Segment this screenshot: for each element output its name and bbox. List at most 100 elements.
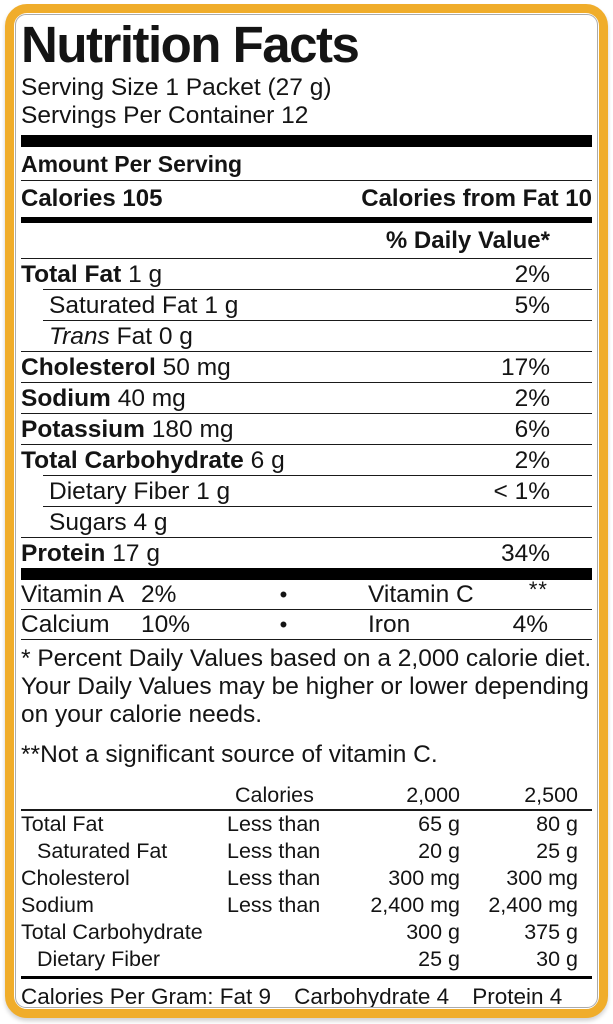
reference-table-row: Sodium Less than 2,400 mg 2,400 mg	[21, 892, 592, 919]
nutrient-row: Protein 17 g 34%	[21, 537, 592, 568]
nutrient-name: Saturated Fat	[49, 292, 198, 319]
ref-value-2000: 300 g	[406, 920, 460, 944]
nutrient-daily-value: 17%	[500, 354, 550, 381]
vitamin-left-value: 10%	[141, 611, 191, 638]
vitamin-row: Vitamin A 2% • Vitamin C **	[21, 577, 594, 609]
ref-nutrient: Dietary Fiber	[37, 947, 161, 971]
ref-nutrient: Saturated Fat	[37, 839, 168, 863]
reference-table-row: Cholesterol Less than 300 mg 300 mg	[21, 865, 592, 892]
ref-value-2000: 300 mg	[388, 866, 460, 890]
nutrient-name: Protein	[21, 540, 106, 567]
nutrient-amount: 180 mg	[151, 416, 234, 443]
nutrient-row: Trans Fat 0 g	[43, 320, 592, 351]
calories-row: Calories 105 Calories from Fat 10	[21, 181, 592, 217]
nutrient-amount: 1 g	[128, 261, 163, 288]
ref-nutrient: Total Carbohydrate	[21, 920, 203, 944]
ref-nutrient: Sodium	[21, 893, 94, 917]
nutrient-row: Potassium 180 mg 6%	[21, 413, 592, 444]
vitamin-row: Calcium 10% • Iron 4%	[21, 609, 592, 639]
ref-value-2500: 25 g	[536, 839, 578, 863]
reference-table-row: Calories 2,000 2,500	[21, 781, 592, 811]
vitamin-right-name: Iron	[368, 611, 411, 638]
nutrition-facts-label: Nutrition Facts Serving Size 1 Packet (2…	[5, 4, 608, 1018]
vitamin-right-name: Vitamin C	[368, 581, 474, 608]
calories-from-fat-label: Calories from Fat	[361, 185, 559, 212]
label-content: Nutrition Facts Serving Size 1 Packet (2…	[15, 14, 598, 1008]
reference-table: Calories 2,000 2,500 Total Fat Less than…	[21, 781, 592, 973]
nutrient-name: Cholesterol	[21, 354, 156, 381]
ref-nutrient: Total Fat	[21, 812, 104, 836]
nutrient-daily-value: 2%	[514, 261, 550, 288]
nutrient-row: Saturated Fat 1 g 5%	[43, 289, 592, 320]
calories-from-fat: Calories from Fat 10	[361, 185, 592, 212]
ref-value-2000: 65 g	[418, 812, 460, 836]
calories-label: Calories	[21, 185, 116, 212]
nutrient-name: Sugars	[49, 509, 127, 536]
nutrient-daily-value: 6%	[514, 416, 550, 443]
vitamin-left-value: 2%	[141, 581, 177, 608]
nutrient-daily-value: 2%	[514, 447, 550, 474]
ref-value-2000: 20 g	[418, 839, 460, 863]
servings-per-container-text: Servings Per Container 12	[21, 102, 309, 129]
reference-table-body: Total Fat Less than 65 g 80 g Saturated …	[21, 811, 592, 973]
nutrient-daily-value: 34%	[500, 540, 550, 567]
daily-value-header: % Daily Value*	[21, 223, 592, 259]
reference-table-row: Saturated Fat Less than 20 g 25 g	[21, 838, 592, 865]
nutrient-amount: 17 g	[112, 540, 160, 567]
ref-nutrient: Cholesterol	[21, 866, 130, 890]
calories-per-gram-segment: Calories Per Gram: Fat 9	[21, 984, 272, 1008]
serving-size-text: Serving Size 1 Packet (27 g)	[21, 74, 332, 101]
nutrient-name: Total Carbohydrate	[21, 447, 244, 474]
calories-value: 105	[122, 185, 163, 212]
vitamin-right-value: **	[474, 577, 594, 608]
calories-per-gram-segment: Protein 4	[472, 984, 563, 1008]
ref-value-2500: 80 g	[536, 812, 578, 836]
nutrient-name: Potassium	[21, 416, 145, 443]
nutrient-amount: 50 mg	[162, 354, 231, 381]
ref-value-2500: 300 mg	[506, 866, 578, 890]
calories-per-gram-line: Calories Per Gram: Fat 9 Carbohydrate 4 Pr…	[21, 979, 592, 1008]
bullet-separator-icon: •	[279, 612, 288, 637]
reference-table-row: Dietary Fiber 25 g 30 g	[21, 946, 592, 973]
nutrient-list: Total Fat 1 g 2% Saturated Fat 1 g 5% Tr…	[21, 259, 592, 568]
nutrient-amount: Fat 0 g	[116, 323, 193, 350]
calories-label-value: Calories 105	[21, 185, 162, 212]
nutrient-amount: 1 g	[204, 292, 239, 319]
nutrient-row: Cholesterol 50 mg 17%	[21, 351, 592, 382]
vitamin-c-footnote: **Not a significant source of vitamin C.	[21, 741, 438, 768]
ref-qualifier: Less than	[227, 839, 321, 863]
nutrient-row: Dietary Fiber 1 g < 1%	[43, 475, 592, 506]
page-title: Nutrition Facts	[21, 16, 360, 73]
reference-table-row: Total Fat Less than 65 g 80 g	[21, 811, 592, 838]
ref-qualifier: Less than	[227, 866, 321, 890]
calories-per-gram-segment: Carbohydrate 4	[294, 984, 450, 1008]
nutrient-row: Total Fat 1 g 2%	[21, 259, 592, 289]
ref-value-2500: 375 g	[524, 920, 578, 944]
nutrient-row: Total Carbohydrate 6 g 2%	[21, 444, 592, 475]
divider-medium	[21, 217, 592, 223]
nutrient-amount: 1 g	[196, 478, 231, 505]
vitamin-left-name: Vitamin A	[21, 581, 125, 608]
amount-per-serving-header: Amount Per Serving	[21, 147, 592, 181]
nutrient-amount: 4 g	[133, 509, 168, 536]
nutrient-name: Dietary Fiber	[49, 478, 190, 505]
nutrient-name: Trans	[49, 323, 110, 350]
divider-thick-bottom	[21, 568, 592, 580]
reference-table-row: Total Carbohydrate 300 g 375 g	[21, 919, 592, 946]
ref-value-2000: 25 g	[418, 947, 460, 971]
ref-value-2500: 2,400 mg	[488, 893, 578, 917]
ref-value-2500: 30 g	[536, 947, 578, 971]
nutrient-daily-value: 2%	[514, 385, 550, 412]
nutrient-row: Sodium 40 mg 2%	[21, 382, 592, 413]
nutrient-row: Sugars 4 g	[43, 506, 592, 537]
nutrient-amount: 6 g	[250, 447, 285, 474]
ref-qualifier: Less than	[227, 812, 321, 836]
bullet-separator-icon: •	[279, 582, 288, 607]
nutrient-name: Total Fat	[21, 261, 122, 288]
ref-qualifier: Less than	[227, 893, 321, 917]
divider-bottom	[21, 976, 592, 979]
vitamin-right-value: 4%	[512, 611, 548, 638]
ref-value-2500: 2,500	[524, 783, 578, 807]
superscript-asterisks: **	[528, 577, 548, 602]
calories-from-fat-value: 10	[565, 185, 592, 212]
